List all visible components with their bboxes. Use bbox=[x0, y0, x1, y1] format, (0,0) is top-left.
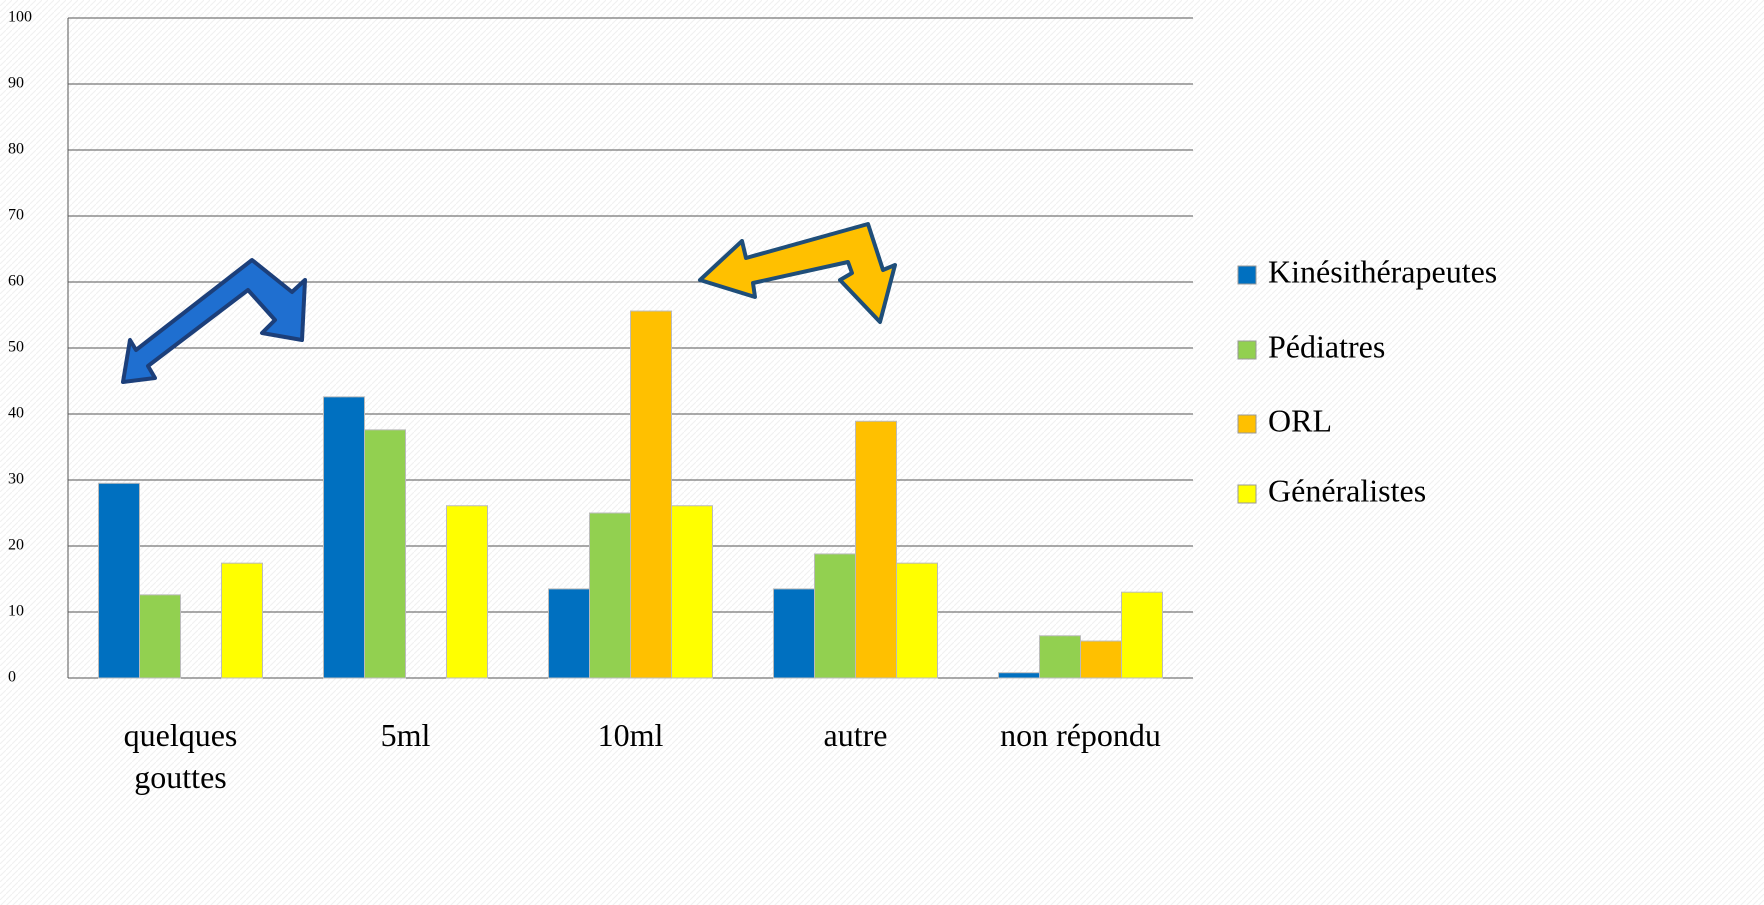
x-label-box: non répondu bbox=[1000, 717, 1161, 753]
legend-label: Kinésithérapeutes bbox=[1268, 253, 1497, 289]
x-label-box: 10ml bbox=[597, 717, 664, 753]
y-tick-label: 60 bbox=[8, 273, 24, 290]
y-tick-label: 0 bbox=[8, 669, 16, 686]
y-tick-label: 20 bbox=[8, 537, 24, 554]
bar bbox=[630, 310, 672, 679]
bar bbox=[814, 553, 856, 679]
x-tick-label: non répondu bbox=[1000, 717, 1161, 753]
x-label-box: autre bbox=[823, 717, 888, 753]
bar bbox=[1039, 635, 1081, 679]
bar bbox=[139, 594, 181, 679]
blue-arrow bbox=[121, 258, 307, 384]
bar bbox=[671, 505, 713, 679]
legend-label: Généralistes bbox=[1268, 472, 1426, 508]
legend-label: Pédiatres bbox=[1268, 328, 1385, 364]
bar bbox=[98, 482, 140, 679]
legend-swatch bbox=[1237, 265, 1257, 285]
x-tick-label: 5ml bbox=[380, 717, 431, 753]
x-tick-label: quelques gouttes bbox=[123, 717, 238, 795]
x-label-box: quelques gouttes bbox=[123, 717, 238, 795]
legend-swatch bbox=[1237, 340, 1257, 360]
orange-arrow bbox=[698, 222, 897, 324]
bar bbox=[855, 420, 897, 679]
bar bbox=[548, 588, 590, 679]
y-tick-label: 90 bbox=[8, 75, 24, 92]
plot-area: 0 10 20 30 40 50 60 70 80 90 100 quelques gouttes 5m… bbox=[8, 9, 1497, 795]
bar bbox=[1080, 640, 1122, 679]
legend-swatch bbox=[1237, 484, 1257, 504]
y-tick-label: 70 bbox=[8, 207, 24, 224]
legend-swatch bbox=[1237, 414, 1257, 434]
y-tick-label: 40 bbox=[8, 405, 24, 422]
y-tick-label: 50 bbox=[8, 339, 24, 356]
y-tick-label: 100 bbox=[8, 9, 32, 26]
x-tick-label: autre bbox=[823, 717, 888, 753]
bar bbox=[589, 512, 631, 679]
y-tick-label: 80 bbox=[8, 141, 24, 158]
bar bbox=[998, 672, 1040, 679]
legend-label: ORL bbox=[1268, 402, 1332, 438]
x-tick-label: 10ml bbox=[597, 717, 664, 753]
bar bbox=[323, 396, 365, 679]
y-tick-label: 30 bbox=[8, 471, 24, 488]
bar bbox=[221, 562, 263, 679]
x-label-box: 5ml bbox=[380, 717, 431, 753]
bar bbox=[896, 562, 938, 679]
bar bbox=[446, 505, 488, 679]
y-tick-label: 10 bbox=[8, 603, 24, 620]
bar bbox=[773, 588, 815, 679]
bar bbox=[1121, 591, 1163, 679]
bar bbox=[364, 429, 406, 679]
